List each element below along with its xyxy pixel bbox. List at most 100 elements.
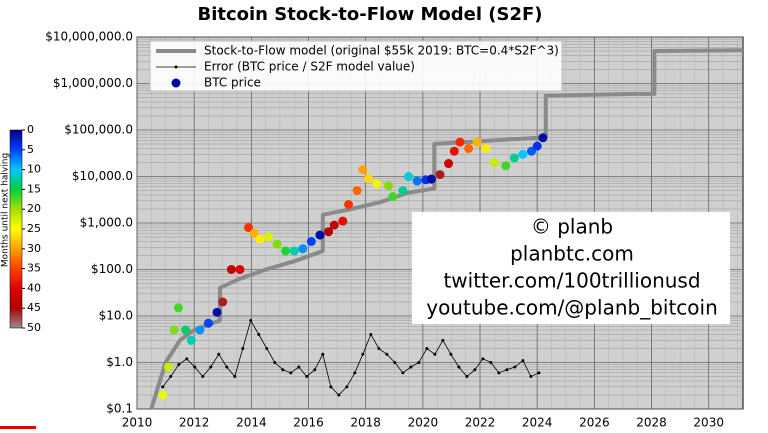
error-point <box>505 368 509 372</box>
price-point <box>412 176 422 186</box>
error-point <box>193 365 197 369</box>
colorbar-tick-label: 35 <box>27 262 41 275</box>
colorbar-tick-label: 20 <box>27 202 41 215</box>
price-point <box>501 161 511 171</box>
colorbar-tick-label: 5 <box>27 143 34 156</box>
error-point <box>313 368 317 372</box>
price-point <box>235 265 245 274</box>
error-point <box>337 393 341 397</box>
price-point <box>249 228 259 238</box>
price-point <box>449 146 459 156</box>
error-point <box>361 352 365 356</box>
annotation-line: © planb <box>531 215 613 239</box>
error-point <box>489 361 493 364</box>
price-point <box>315 230 325 240</box>
error-point <box>393 361 397 364</box>
error-point <box>417 361 421 364</box>
price-point <box>272 239 282 249</box>
colorbar-tick-label: 10 <box>27 163 41 176</box>
error-point <box>257 333 261 337</box>
chart-title: Bitcoin Stock-to-Flow Model (S2F) <box>197 4 542 25</box>
error-point <box>513 365 517 369</box>
error-line <box>162 319 540 396</box>
error-point <box>233 374 237 378</box>
price-point <box>489 158 499 168</box>
error-point <box>521 359 525 363</box>
x-tick-label: 2024 <box>522 416 553 430</box>
x-tick-label: 2022 <box>465 416 496 430</box>
price-point <box>388 192 398 202</box>
price-point <box>472 137 482 147</box>
error-point <box>449 352 453 356</box>
price-point <box>212 307 222 317</box>
x-tick-label: 2030 <box>693 416 724 430</box>
error-point <box>465 374 469 378</box>
price-point <box>509 153 519 163</box>
error-point <box>297 365 301 369</box>
error-point <box>241 347 245 351</box>
error-point <box>529 374 533 378</box>
error-point <box>289 371 293 375</box>
error-point <box>385 352 389 356</box>
annotation-line: youtube.com/@planb_bitcoin <box>426 296 718 320</box>
progress-bar <box>0 426 36 429</box>
x-tick-label: 2010 <box>122 416 153 430</box>
x-tick-label: 2014 <box>236 416 267 430</box>
price-point <box>255 234 265 244</box>
error-point <box>161 385 165 389</box>
price-point <box>203 318 213 328</box>
error-point <box>353 371 357 375</box>
price-point <box>352 185 362 195</box>
price-point <box>158 390 168 400</box>
x-tick-label: 2012 <box>179 416 210 430</box>
error-point <box>217 352 221 356</box>
error-point <box>441 338 445 342</box>
x-tick-label: 2016 <box>293 416 324 430</box>
colorbar-tick-label: 40 <box>27 281 41 294</box>
marks <box>149 48 744 410</box>
legend: Stock-to-Flow model (original $55k 2019:… <box>149 40 563 92</box>
price-point <box>173 303 183 313</box>
annotation-box <box>412 212 730 324</box>
colorbar-tick-label: 50 <box>27 321 41 334</box>
error-point <box>369 333 373 337</box>
legend-label: Error (BTC price / S2F model value) <box>204 60 415 74</box>
price-point <box>344 199 354 209</box>
annotation-line: planbtc.com <box>510 242 634 266</box>
price-point <box>298 244 308 254</box>
price-point <box>324 227 334 237</box>
legend-box <box>149 40 563 92</box>
price-point <box>532 141 542 151</box>
price-point <box>398 185 408 195</box>
error-point <box>497 371 501 375</box>
colorbar-tick-label: 45 <box>27 301 41 314</box>
error-point <box>225 365 229 369</box>
price-point <box>435 170 445 180</box>
colorbar-scale <box>9 129 23 329</box>
error-point <box>537 371 541 375</box>
error-point <box>177 363 181 367</box>
error-point <box>433 352 437 356</box>
error-point <box>185 357 189 361</box>
price-point <box>281 246 291 256</box>
price-point <box>186 335 196 345</box>
y-tick-label: $0.1 <box>106 402 133 416</box>
error-point <box>281 368 285 372</box>
error-point <box>409 365 413 369</box>
colorbar-label: Months until next halving <box>1 153 11 267</box>
error-point <box>377 347 381 351</box>
legend-swatch <box>174 65 178 69</box>
price-point <box>338 216 348 226</box>
error-point <box>473 368 477 372</box>
price-point <box>263 232 273 242</box>
colorbar-tick-label: 15 <box>27 182 41 195</box>
price-point <box>518 149 528 159</box>
price-point <box>384 181 394 191</box>
annotation-line: twitter.com/100trillionusd <box>443 269 700 293</box>
price-point <box>169 325 179 335</box>
y-tick-label: $100,000.0 <box>64 123 133 137</box>
price-point <box>306 237 316 247</box>
error-point <box>401 371 405 375</box>
error-point <box>169 374 173 378</box>
